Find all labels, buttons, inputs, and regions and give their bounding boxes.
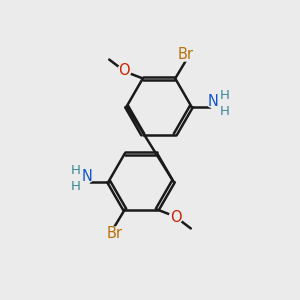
- Ellipse shape: [70, 165, 81, 176]
- Text: H: H: [71, 164, 80, 177]
- Ellipse shape: [169, 211, 182, 224]
- Text: H: H: [71, 180, 80, 194]
- Ellipse shape: [80, 169, 94, 183]
- Text: N: N: [82, 169, 92, 184]
- Ellipse shape: [118, 64, 131, 77]
- Ellipse shape: [104, 227, 125, 240]
- Ellipse shape: [175, 48, 196, 61]
- Text: O: O: [170, 210, 182, 225]
- Ellipse shape: [70, 182, 81, 192]
- Text: N: N: [208, 94, 218, 109]
- Ellipse shape: [219, 90, 230, 101]
- Ellipse shape: [219, 106, 230, 117]
- Text: O: O: [118, 63, 130, 78]
- Text: H: H: [220, 105, 229, 119]
- Text: H: H: [220, 88, 229, 102]
- Ellipse shape: [206, 94, 220, 108]
- Text: Br: Br: [106, 226, 122, 241]
- Text: Br: Br: [178, 47, 194, 62]
